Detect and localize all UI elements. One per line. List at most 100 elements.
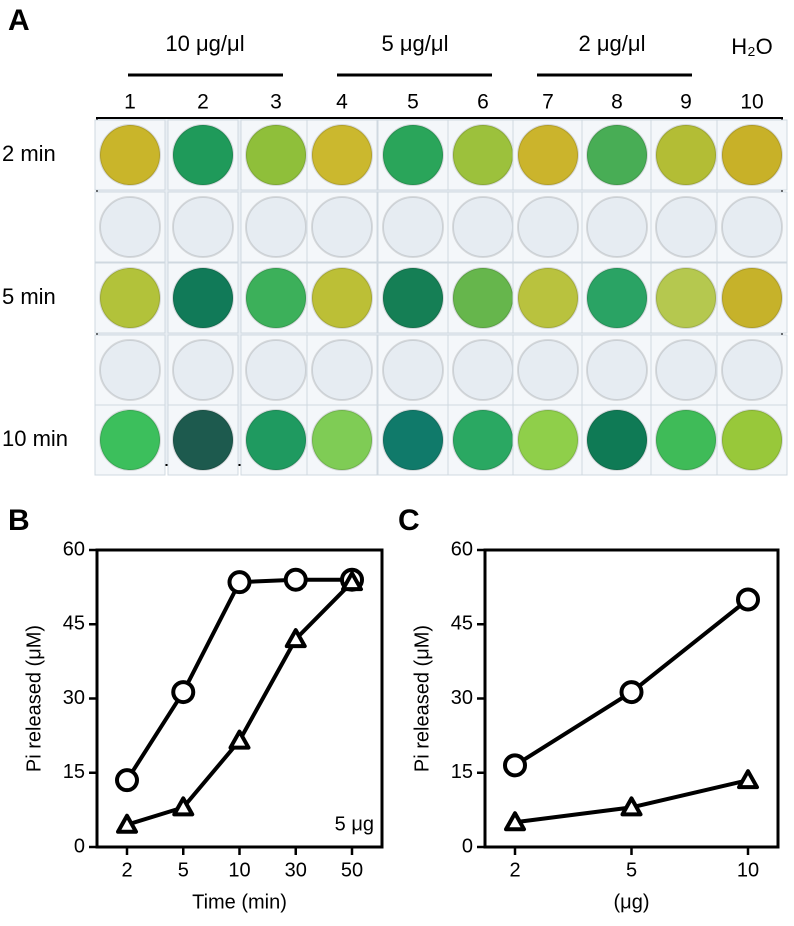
well [382, 196, 444, 258]
well [382, 409, 444, 471]
x-tick-label: 5 [178, 859, 189, 881]
well [721, 339, 783, 401]
annotation: 5 μg [335, 813, 374, 835]
well [172, 339, 234, 401]
x-tick-label: 10 [737, 859, 759, 881]
well [99, 196, 161, 258]
well [655, 196, 717, 258]
marker-triangle [504, 811, 526, 832]
column-label: 7 [542, 91, 554, 114]
marker-triangle [737, 769, 759, 790]
well [655, 339, 717, 401]
marker-circle [619, 680, 644, 705]
well [452, 124, 514, 186]
marker-circle [503, 753, 527, 778]
marker-triangle [341, 571, 363, 592]
row-label: 10 min [2, 426, 68, 451]
well [586, 124, 648, 186]
y-tick-label: 15 [451, 761, 473, 783]
column-label: 5 [407, 91, 419, 114]
y-axis-label: Pi released (μM) [23, 625, 45, 772]
well [99, 267, 161, 329]
well [311, 339, 373, 401]
well [721, 124, 783, 186]
well [382, 124, 444, 186]
y-tick-label: 15 [63, 761, 85, 783]
well [586, 267, 648, 329]
marker-circle [283, 567, 308, 592]
x-tick-label: 2 [121, 859, 132, 881]
wells [94, 119, 788, 476]
marker-triangle [284, 628, 307, 649]
marker-circle [736, 587, 760, 612]
y-tick-label: 45 [451, 613, 473, 635]
x-tick-label: 10 [228, 859, 250, 881]
well [517, 196, 579, 258]
well [245, 409, 307, 471]
concentration-label: 5 μg/μl [382, 31, 449, 56]
well [245, 196, 307, 258]
well [172, 267, 234, 329]
well [517, 339, 579, 401]
well [586, 196, 648, 258]
well [721, 267, 783, 329]
marker-circle [115, 768, 139, 793]
well [172, 196, 234, 258]
well [99, 339, 161, 401]
well [99, 124, 161, 186]
x-axis-label: Time (min) [192, 891, 287, 913]
y-tick-label: 60 [63, 538, 85, 560]
row-label: 2 min [2, 141, 56, 166]
x-tick-label: 5 [626, 859, 637, 881]
well [382, 339, 444, 401]
series-line [126, 580, 354, 827]
column-label: 1 [124, 91, 136, 114]
panel-letter: B [8, 504, 30, 537]
marker-circle [171, 680, 196, 705]
x-axis-label: (μg) [614, 891, 650, 913]
y-tick-label: 60 [451, 538, 473, 560]
well [172, 409, 234, 471]
marker-triangle [620, 796, 643, 817]
well [245, 267, 307, 329]
concentration-label: H₂O [731, 34, 773, 59]
well [452, 267, 514, 329]
marker-circle [227, 570, 252, 595]
well [517, 409, 579, 471]
column-label: 2 [197, 91, 209, 114]
marker-triangle [172, 796, 195, 817]
y-tick-label: 30 [451, 687, 473, 709]
well [245, 339, 307, 401]
column-label: 4 [336, 91, 348, 114]
well [655, 124, 717, 186]
well [245, 124, 307, 186]
well [517, 124, 579, 186]
well [452, 339, 514, 401]
well [517, 267, 579, 329]
row-label: 5 min [2, 284, 56, 309]
well [172, 124, 234, 186]
y-tick-label: 30 [63, 687, 85, 709]
well [721, 409, 783, 471]
well [452, 196, 514, 258]
concentration-label: 10 μg/μl [165, 31, 244, 56]
x-tick-label: 2 [509, 859, 520, 881]
marker-triangle [228, 729, 251, 750]
well [586, 339, 648, 401]
well [382, 267, 444, 329]
well [655, 267, 717, 329]
well [311, 409, 373, 471]
y-tick-label: 0 [462, 835, 473, 857]
well [311, 196, 373, 258]
panel-letter: A [8, 4, 30, 37]
y-axis-label: Pi released (μM) [411, 625, 433, 772]
column-label: 3 [270, 91, 282, 114]
well [311, 124, 373, 186]
concentration-label: 2 μg/μl [579, 31, 646, 56]
well [586, 409, 648, 471]
column-label: 6 [477, 91, 489, 114]
well [655, 409, 717, 471]
y-tick-label: 0 [74, 835, 85, 857]
x-tick-label: 50 [341, 859, 363, 881]
